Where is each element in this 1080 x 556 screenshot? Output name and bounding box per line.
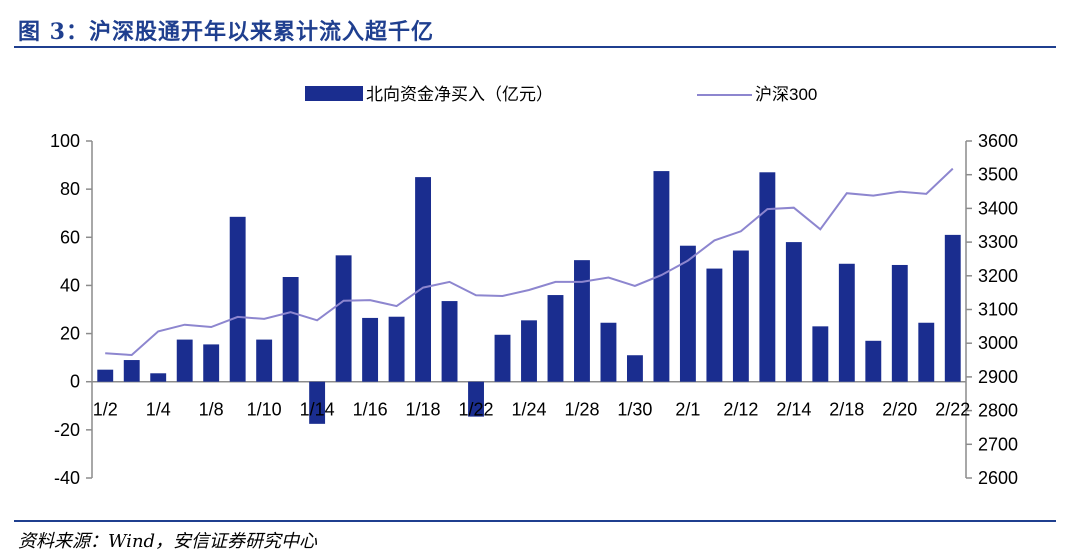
bar: [494, 334, 511, 382]
y-left-tick-label: 80: [60, 179, 80, 199]
y-left-tick-label: -20: [54, 420, 80, 440]
y-left-tick-label: 0: [70, 372, 80, 392]
y-right-tick-label: 3500: [978, 165, 1018, 185]
bar: [335, 255, 352, 382]
source-note: 资料来源：Wind，安信证券研究中心: [18, 531, 318, 552]
bar: [468, 381, 484, 417]
x-tick-label: 1/28: [564, 400, 599, 420]
bar: [150, 373, 167, 382]
bar: [97, 369, 114, 382]
bar: [547, 295, 564, 382]
x-tick-label: 1/22: [459, 400, 494, 420]
x-tick-label: 1/24: [511, 400, 546, 420]
y-right-tick-label: 2800: [978, 401, 1018, 421]
bar: [759, 172, 776, 382]
y-right-tick-label: 2900: [978, 367, 1018, 387]
bar: [732, 250, 749, 382]
x-tick-label: 1/2: [93, 400, 118, 420]
bar: [865, 340, 882, 382]
x-tick-label: 2/12: [723, 400, 758, 420]
bar: [626, 355, 643, 382]
bar: [176, 339, 193, 382]
legend: 北向资金净买入（亿元） 沪深300: [305, 85, 817, 104]
bar: [653, 171, 670, 382]
bar: [891, 264, 908, 382]
y-left-tick-label: 60: [60, 227, 80, 247]
y-left-tick-label: -40: [54, 468, 80, 488]
y-right-tick-label: 3400: [978, 198, 1018, 218]
bar: [918, 322, 935, 382]
bar: [706, 268, 723, 382]
bar: [838, 263, 855, 382]
legend-bar-swatch: [305, 86, 363, 101]
bar: [309, 381, 326, 424]
x-tick-label: 1/30: [617, 400, 652, 420]
bar: [944, 234, 961, 382]
y-right-tick-label: 3100: [978, 300, 1018, 320]
x-tick-label: 1/8: [199, 400, 224, 420]
x-tick-label: 1/10: [247, 400, 282, 420]
bar: [203, 344, 220, 382]
footer-rule: [14, 520, 1056, 522]
y-right-tick-label: 2700: [978, 434, 1018, 454]
x-tick-label: 2/1: [675, 400, 700, 420]
bar: [574, 260, 590, 382]
bar: [441, 301, 458, 382]
x-tick-label: 2/20: [882, 400, 917, 420]
x-tick-label: 2/22: [935, 400, 970, 420]
x-tick-label: 2/14: [776, 400, 811, 420]
y-right-tick-label: 3000: [978, 333, 1018, 353]
bar: [388, 316, 405, 382]
x-tick-label: 2/18: [829, 400, 864, 420]
y-left-tick-label: 100: [50, 131, 80, 151]
x-tick-label: 1/4: [146, 400, 171, 420]
y-left-tick-label: 40: [60, 275, 80, 295]
bar: [600, 322, 617, 382]
x-tick-label: 1/16: [353, 400, 388, 420]
bar: [362, 317, 379, 382]
bar: [256, 339, 273, 382]
y-right-tick-label: 3200: [978, 266, 1018, 286]
legend-line-label: 沪深300: [755, 85, 817, 104]
bar: [123, 360, 140, 382]
bar: [679, 245, 696, 382]
x-tick-label: 1/14: [300, 400, 335, 420]
figure-title: 图 3：沪深股通开年以来累计流入超千亿: [18, 19, 434, 45]
x-tick-label: 1/18: [406, 400, 441, 420]
y-right-tick-label: 3300: [978, 232, 1018, 252]
bar: [415, 177, 432, 382]
bar: [229, 216, 246, 382]
title-rule: [14, 46, 1056, 48]
bar: [785, 242, 802, 382]
y-right-tick-label: 3600: [978, 131, 1018, 151]
hs300-line: [105, 167, 954, 357]
bar: [521, 320, 537, 382]
y-right-tick-label: 2600: [978, 468, 1018, 488]
legend-bar-label: 北向资金净买入（亿元）: [366, 85, 553, 104]
bar: [282, 277, 299, 382]
y-left-tick-label: 20: [60, 324, 80, 344]
bar: [812, 326, 829, 382]
